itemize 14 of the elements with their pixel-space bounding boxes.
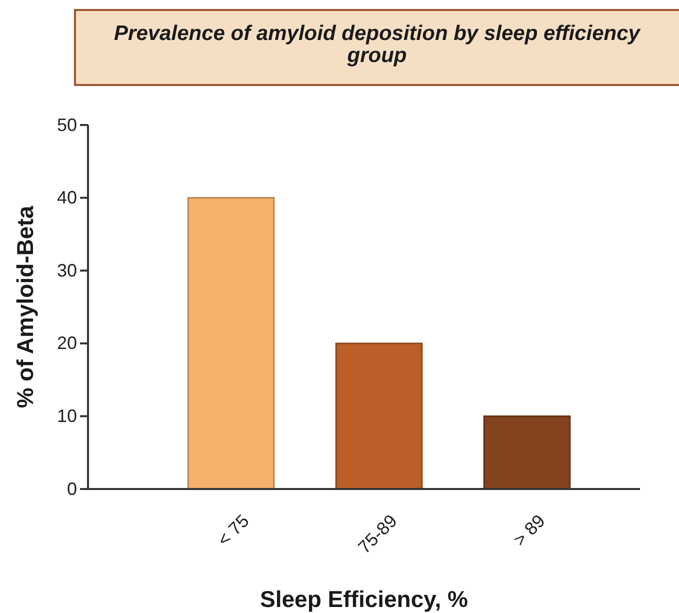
chart-title: Prevalence of amyloid deposition by sleep efficiency group: [114, 22, 642, 67]
y-tick-label: 40: [56, 188, 77, 208]
y-tick-label: 20: [56, 333, 77, 354]
y-tick-label: 50: [56, 114, 77, 135]
bar: [483, 415, 571, 490]
x-axis-title: Sleep Efficiency, %: [260, 586, 468, 612]
bar: [187, 197, 275, 490]
y-axis-title: % of Amyloid-Beta: [12, 206, 38, 408]
y-tick-label: 10: [56, 406, 77, 426]
x-tick-label: > 89: [510, 510, 549, 550]
bar: [335, 342, 423, 490]
y-tick-label: 0: [66, 478, 77, 499]
x-tick-label: < 75: [214, 510, 253, 550]
y-tick-label: 30: [56, 260, 77, 280]
